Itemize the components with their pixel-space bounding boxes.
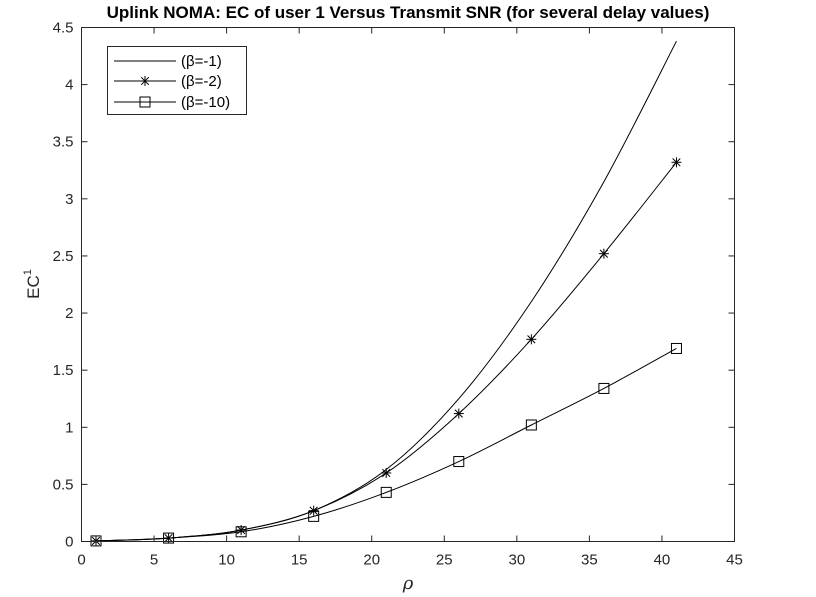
legend-label-2: (β=-2) (181, 73, 222, 90)
y-tick-label: 3.5 (53, 134, 74, 151)
x-tick-label: 40 (654, 552, 671, 569)
ticks-layer: 0 5 10 15 20 25 30 35 40 45 0 0.5 1 1.5 2 2.5 3 3.5 4 4.5 (53, 20, 743, 569)
data-point-series-2 (453, 408, 464, 419)
svg-text:EC1: EC1 (22, 269, 43, 299)
y-axis-label-main: EC (24, 275, 43, 299)
data-point-series-3 (308, 510, 320, 522)
data-point-series-3 (670, 342, 682, 354)
x-tick-label: 45 (726, 552, 743, 569)
series-layer (90, 40, 682, 547)
legend-label-1: (β=-1) (181, 53, 222, 70)
y-tick-label: 0 (65, 534, 73, 551)
legend-label-3: (β=-10) (181, 94, 230, 111)
data-point-series-3 (380, 486, 392, 498)
legend-marker-2 (140, 76, 150, 86)
data-point-series-3 (598, 382, 610, 394)
series-line-3 (95, 348, 677, 542)
x-tick-label: 25 (436, 552, 453, 569)
y-tick-label: 2.5 (53, 248, 74, 265)
data-point-series-3 (163, 532, 175, 544)
y-tick-label: 3 (65, 191, 73, 208)
data-point-series-2 (671, 157, 682, 168)
y-tick-label: 2 (65, 305, 73, 322)
chart-title: Uplink NOMA: EC of user 1 Versus Transmi… (107, 3, 710, 22)
x-tick-label: 0 (77, 552, 85, 569)
data-point-series-2 (308, 505, 319, 516)
data-point-series-2 (381, 467, 392, 478)
y-tick-label: 1 (65, 419, 73, 436)
data-point-series-2 (598, 248, 609, 259)
y-tick-label: 4.5 (53, 20, 74, 37)
data-point-series-3 (525, 419, 537, 431)
axes-box (81, 27, 735, 542)
series-line-2 (95, 161, 677, 542)
y-axis-label: EC1 (22, 269, 43, 299)
legend-marker-3 (139, 96, 151, 108)
y-tick-label: 0.5 (53, 476, 74, 493)
y-axis-label-sup: 1 (22, 269, 34, 275)
data-point-series-3 (90, 535, 102, 547)
x-tick-label: 20 (363, 552, 380, 569)
x-tick-label: 35 (581, 552, 598, 569)
x-axis-label: ρ (402, 573, 414, 594)
y-tick-label: 4 (65, 77, 73, 94)
x-tick-label: 15 (291, 552, 308, 569)
data-point-series-2 (526, 334, 537, 345)
series-line-1 (95, 40, 677, 542)
data-point-series-3 (453, 456, 465, 468)
x-tick-label: 30 (508, 552, 525, 569)
y-tick-label: 1.5 (53, 362, 74, 379)
data-point-series-3 (235, 526, 247, 538)
x-tick-label: 5 (150, 552, 158, 569)
x-tick-label: 10 (218, 552, 235, 569)
legend: (β=-1) (β=-2) (β=-10) (107, 46, 247, 115)
